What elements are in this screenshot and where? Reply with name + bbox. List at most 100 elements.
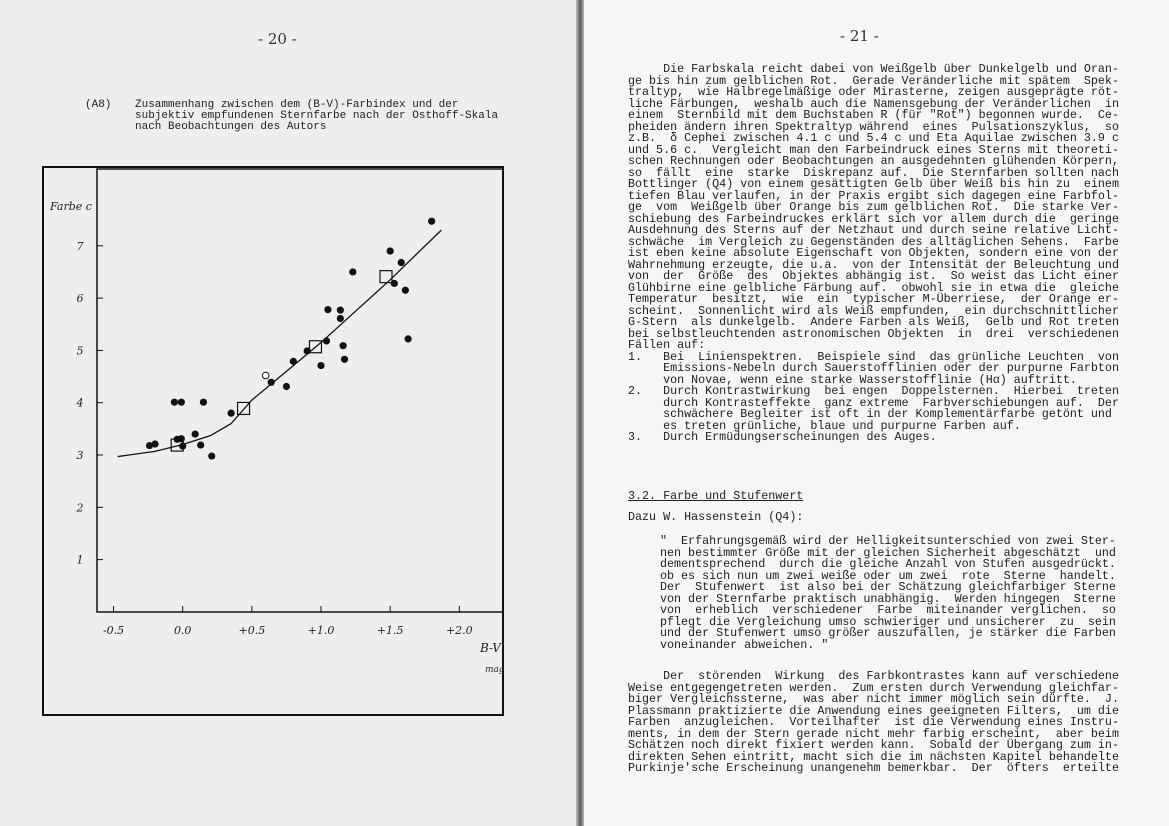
data-point bbox=[227, 409, 235, 417]
text-line: ge bis hin zum gelblichen Rot. Gerade Ve… bbox=[628, 73, 1119, 88]
section-heading: 3.2. Farbe und Stufenwert bbox=[628, 489, 804, 503]
y-tick-label: 2 bbox=[76, 501, 84, 514]
y-tick-label: 6 bbox=[77, 292, 84, 305]
intro-line: Dazu W. Hassenstein (Q4): bbox=[628, 510, 804, 524]
y-tick-label: 5 bbox=[77, 344, 84, 357]
text-line: Fällen auf: bbox=[628, 338, 706, 352]
data-point bbox=[191, 430, 199, 438]
data-point bbox=[199, 398, 208, 406]
caption-line: Zusammenhang zwischen dem (B-V)-Farbinde… bbox=[135, 99, 459, 111]
text-line: traltyp, wie Halbregelmäßige oder Mirast… bbox=[628, 85, 1119, 99]
text-line: ist eben keine absolute Eigenschaft von … bbox=[628, 246, 1119, 260]
text-line: einem Sternbild mit dem Buchstaben R (fü… bbox=[628, 108, 1119, 122]
text-line: und 5.6 c. Vergleicht man den Farbeindru… bbox=[628, 142, 1119, 157]
text-line: schen Rechnungen oder Beobachtungen an a… bbox=[628, 154, 1119, 168]
y-tick-label: 7 bbox=[77, 240, 84, 253]
text-line: liche Färbungen, weshalb auch die Namens… bbox=[628, 96, 1119, 111]
text-line: Farben anzugleichen. Vorteilhafter ist d… bbox=[628, 715, 1119, 729]
data-point bbox=[145, 441, 154, 450]
data-point bbox=[282, 382, 291, 391]
data-point bbox=[151, 440, 159, 448]
text-line: direkten Sehen eintritt, macht sich die … bbox=[628, 749, 1119, 764]
text-line: so fällt eine starke Diskrepanz auf. Die… bbox=[628, 165, 1119, 180]
text-line: Wahrnehmung erzeugte, die u.a. von der I… bbox=[628, 257, 1119, 272]
text-line: schiebung des Farbeindruckes erklärt sic… bbox=[628, 211, 1119, 226]
y-tick-label: 3 bbox=[77, 449, 84, 462]
text-line: 1. Bei Linienspektren. Beispiele sind da… bbox=[628, 349, 1119, 364]
text-line: 2. Durch Kontrastwirkung bei engen Doppe… bbox=[628, 384, 1119, 398]
text-line: Dazu W. Hassenstein (Q4): bbox=[628, 510, 804, 524]
text-line: Weise entgegengetreten werden. Zum erste… bbox=[628, 680, 1119, 695]
text-line: Der störenden Wirkung des Farbkontrastes… bbox=[628, 669, 1119, 683]
text-line: voneinander abweichen. " bbox=[660, 637, 829, 652]
text-line: Temperatur besitzt, wie ein typischer M-… bbox=[628, 292, 1119, 306]
data-point bbox=[386, 247, 394, 255]
mean-square-point bbox=[379, 270, 393, 284]
x-tick-label: -0.5 bbox=[103, 624, 124, 637]
book-gutter bbox=[576, 0, 586, 826]
left-page: - 20 - (A8) Zusammenhang zwischen dem (B… bbox=[0, 0, 580, 826]
data-point bbox=[177, 398, 185, 406]
page-number-left: - 20 - bbox=[258, 30, 297, 48]
data-point bbox=[267, 378, 275, 386]
plot-frame bbox=[96, 168, 504, 613]
text-line: Ausdehnung des Sterns auf der Netzhaut u… bbox=[628, 223, 1119, 237]
data-point bbox=[336, 306, 344, 314]
text-line: und der Stufenwert umso größer auszufall… bbox=[660, 626, 1116, 640]
text-line: von erheblich verschiedener Farbe mitein… bbox=[660, 603, 1116, 617]
data-point bbox=[404, 335, 412, 343]
text-line: dementsprechend durch die gleiche Anzahl… bbox=[660, 557, 1116, 571]
data-point bbox=[336, 314, 344, 323]
text-line: von Novae, wenn eine starke Wasserstoffl… bbox=[628, 372, 1077, 387]
data-point bbox=[208, 452, 216, 460]
figure-label: (A8) bbox=[85, 99, 112, 111]
right-page: - 21 - Die Farbskala reicht dabei von We… bbox=[584, 0, 1169, 826]
body-text-block-2: Der störenden Wirkung des Farbkontrastes… bbox=[628, 669, 1119, 775]
y-axis-label: Farbe c bbox=[49, 200, 92, 213]
text-line: schwäche im Vergleich zu Gegenständen de… bbox=[628, 234, 1119, 249]
caption-line: nach Beobachtungen des Autors bbox=[135, 121, 327, 133]
quote-block: " Erfahrungsgemäß wird der Helligkeitsun… bbox=[660, 535, 1116, 652]
text-line: Bottlinger (Q4) von einem gesättigten Ge… bbox=[628, 177, 1119, 191]
text-line: nen bestimmter Größe mit der gleichen Si… bbox=[660, 545, 1116, 560]
data-point bbox=[428, 217, 436, 225]
data-point bbox=[324, 306, 332, 314]
text-line: bei selbstleuchtenden astronomischen Obj… bbox=[628, 326, 1119, 341]
text-line: ments, in dem der Stern gerade nicht meh… bbox=[628, 726, 1119, 741]
x-tick-label: +2.0 bbox=[446, 624, 473, 637]
fit-curve bbox=[117, 229, 442, 458]
data-point bbox=[322, 337, 331, 345]
mean-square-point bbox=[236, 401, 251, 416]
text-line: 3. Durch Ermüdungserscheinungen des Auge… bbox=[628, 430, 937, 444]
caption-line: subjektiv empfundenen Sternfarbe nach de… bbox=[135, 110, 499, 122]
text-line: G-Stern als dunkelgelb. Andere Farben al… bbox=[628, 315, 1119, 329]
text-line: Plassmann praktizierte die Anwendung ein… bbox=[628, 703, 1119, 718]
text-line: Glühbirne eine gelbliche Färbung auf. ob… bbox=[628, 280, 1119, 295]
mean-square-point bbox=[308, 340, 323, 354]
y-tick-label: 4 bbox=[76, 397, 84, 410]
data-point bbox=[401, 286, 409, 294]
scatter-chart: -0.5 0.0 +0.5 +1.0 +1.5 +2.0 1 2 3 4 5 6 7 Farbe c B… bbox=[42, 166, 505, 716]
text-line: durch Kontrasteffekte ganz extreme Farbv… bbox=[628, 395, 1119, 410]
text-line: tiefen Blau verlaufen, in der Praxis erg… bbox=[628, 188, 1119, 203]
data-point bbox=[170, 398, 179, 406]
text-line: Schätzen noch direkt fixiert werden kann… bbox=[628, 738, 1119, 752]
x-tick-label: +1.5 bbox=[377, 624, 404, 637]
x-tick-label: +0.5 bbox=[238, 624, 265, 637]
data-point bbox=[289, 357, 297, 365]
text-line: ob es sich nun um zwei weiße oder um zwe… bbox=[660, 568, 1116, 583]
text-line: biger Vergleichssterne, was aber nicht i… bbox=[628, 692, 1119, 706]
open-data-point bbox=[261, 371, 270, 380]
text-line: pflegt die Vergleichung umso schwieriger… bbox=[660, 614, 1116, 629]
x-axis-unit: mag bbox=[485, 665, 505, 675]
x-tick-label: +1.0 bbox=[308, 624, 335, 637]
page-number-right: - 21 - bbox=[840, 27, 879, 45]
x-tick-label: 0.0 bbox=[174, 624, 192, 637]
text-line: pheiden ändern ihren Spektraltyp während… bbox=[628, 119, 1119, 134]
data-point bbox=[339, 342, 347, 350]
text-line: ge vom Weißgelb über Orange bis zum gelb… bbox=[628, 200, 1119, 214]
text-line: Purkinje'sche Erscheinung unangenehm bem… bbox=[628, 761, 1119, 775]
data-point bbox=[197, 441, 205, 449]
text-line: von der Größe des Objektes abhängig ist.… bbox=[628, 269, 1119, 283]
text-line: Emissions-Nebeln durch Sauerstofflinien … bbox=[628, 361, 1119, 375]
